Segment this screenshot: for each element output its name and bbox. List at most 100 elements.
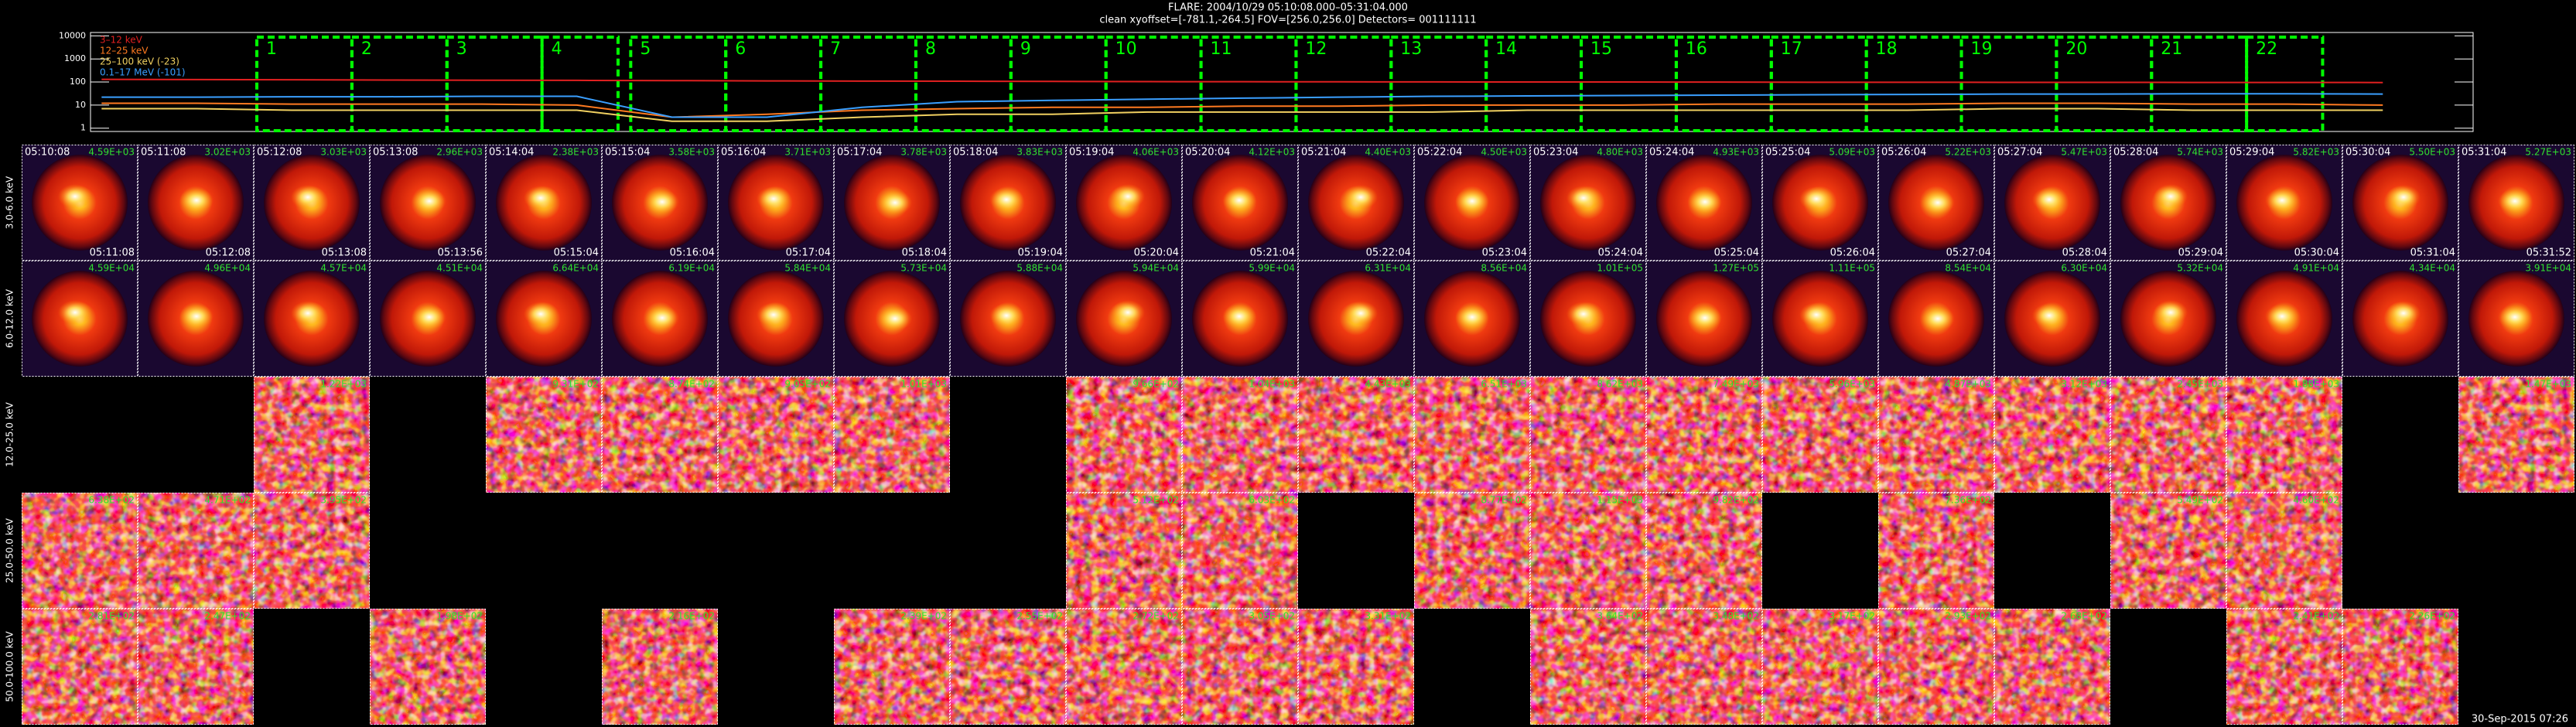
image-border: [1414, 377, 1530, 493]
curve: [101, 108, 2383, 122]
image-noise: [1762, 609, 1878, 725]
start-time: 05:13:08: [373, 147, 418, 159]
image-noise: [2226, 493, 2342, 609]
peak-value: 5.47E+03: [2061, 147, 2107, 158]
flare-spot: [1344, 185, 1378, 210]
legend-entry: 0.1–17 MeV (-101): [100, 67, 186, 78]
end-time: 05:25:04: [1714, 247, 1759, 259]
flare-spot: [757, 302, 791, 327]
peak-value: 5.96E+03: [1829, 379, 1875, 390]
image-border: [370, 261, 486, 377]
peak-value: 3.17E+02: [1829, 611, 1875, 622]
peak-value: 2.16E+02: [668, 611, 715, 622]
peak-value: 5.12E+02: [1133, 495, 1179, 506]
start-time: 05:23:04: [1533, 147, 1578, 159]
peak-value: 4.93E+03: [1713, 147, 1759, 158]
interval-label: 7: [830, 39, 841, 59]
image-border: [1646, 377, 1762, 493]
start-time: 05:10:08: [25, 147, 70, 159]
image-noise: [254, 493, 370, 609]
image-noise: [2342, 609, 2458, 725]
image-border: [1646, 261, 1762, 377]
interval-label: 19: [1971, 39, 1993, 59]
start-time: 05:28:04: [2113, 147, 2158, 159]
interval-label: 16: [1686, 39, 1707, 59]
footer: 30-Sep-2015 07:26: [2472, 714, 2568, 725]
end-time: 05:30:04: [2294, 247, 2339, 259]
start-time: 05:21:04: [1301, 147, 1346, 159]
image-noise: [1530, 609, 1646, 725]
end-time: 05:24:04: [1598, 247, 1643, 259]
legend-entry: 12–25 keV: [100, 46, 149, 56]
image-noise: [1066, 377, 1182, 493]
peak-value: 3.03E+03: [320, 147, 367, 158]
peak-value: 5.27E+03: [2525, 147, 2571, 158]
row-label: 50.0-100.0 keV: [5, 631, 15, 702]
peak-value: 5.84E+04: [784, 263, 831, 274]
flare-spot: [1111, 184, 1145, 209]
flare-spot: [1455, 189, 1489, 213]
peak-value: 2.47E+02: [204, 611, 251, 622]
interval-label: 12: [1305, 39, 1327, 59]
image-noise: [834, 377, 950, 493]
image-noise: [1994, 609, 2110, 725]
flare-spot: [1799, 302, 1833, 327]
image-noise: [1066, 609, 1182, 725]
peak-value: 5.50E+03: [2409, 147, 2455, 158]
image-border: [370, 145, 486, 261]
flare-spot: [1566, 302, 1601, 326]
peak-value: 1.01E+03: [900, 379, 947, 390]
flare-spot: [1799, 186, 1833, 211]
peak-value: 4.06E+03: [1133, 147, 1179, 158]
image-border: [1762, 377, 1878, 493]
image-border: [2342, 261, 2458, 377]
interval-label: 5: [640, 39, 651, 59]
peak-value: 1.22E+03: [320, 379, 367, 390]
peak-value: 2.55E+02: [1016, 611, 1063, 622]
peak-value: 5.94E+04: [1133, 263, 1179, 274]
image-noise: [1878, 377, 1994, 493]
image-border: [1762, 145, 1878, 261]
flare-spot: [989, 303, 1023, 328]
image-border: [2458, 261, 2574, 377]
peak-value: 3.02E+03: [204, 147, 251, 158]
peak-value: 3.95E+02: [320, 495, 367, 506]
image-border: [2110, 145, 2226, 261]
peak-value: 4.34E+04: [2409, 263, 2455, 274]
peak-value: 5.99E+04: [1249, 263, 1295, 274]
image-border: [1878, 609, 1994, 725]
image-border: [22, 145, 138, 261]
subtitle: clean xyoffset=[-781.1,-264.5] FOV=[256.…: [1099, 15, 1476, 26]
image-border: [1646, 609, 1762, 725]
flare-spot: [645, 189, 679, 214]
start-time: 05:16:04: [721, 147, 766, 159]
peak-value: 1.01E+05: [1597, 263, 1643, 274]
interval-label: 17: [1781, 39, 1802, 59]
image-border: [718, 261, 834, 377]
image-border: [1646, 493, 1762, 609]
image-border: [1414, 493, 1530, 609]
flare-spot: [2154, 184, 2188, 209]
curve: [101, 78, 2383, 84]
image-border: [2110, 377, 2226, 493]
peak-value: 4.96E+04: [204, 263, 251, 274]
peak-value: 6.19E+04: [668, 263, 715, 274]
flare-spot: [1344, 301, 1378, 326]
flare-spot: [179, 304, 214, 329]
image-border: [1066, 145, 1182, 261]
peak-value: 2.68E+02: [2061, 611, 2107, 622]
image-border: [1298, 377, 1414, 493]
image-border: [2226, 609, 2342, 725]
flare-spot: [1688, 189, 1722, 214]
peak-value: 8.74E+02: [668, 379, 715, 390]
start-time: 05:27:04: [1997, 147, 2042, 159]
peak-value: 4.50E+03: [1481, 147, 1527, 158]
end-time: 05:31:52: [2526, 247, 2571, 259]
peak-value: 4.12E+03: [1249, 147, 1295, 158]
peak-value: 2.81E+02: [88, 611, 135, 622]
peak-value: 8.54E+04: [1945, 263, 1991, 274]
image-border: [370, 609, 486, 725]
image-noise: [2110, 493, 2226, 609]
image-border: [950, 609, 1066, 725]
peak-value: 9.05E+02: [784, 379, 831, 390]
